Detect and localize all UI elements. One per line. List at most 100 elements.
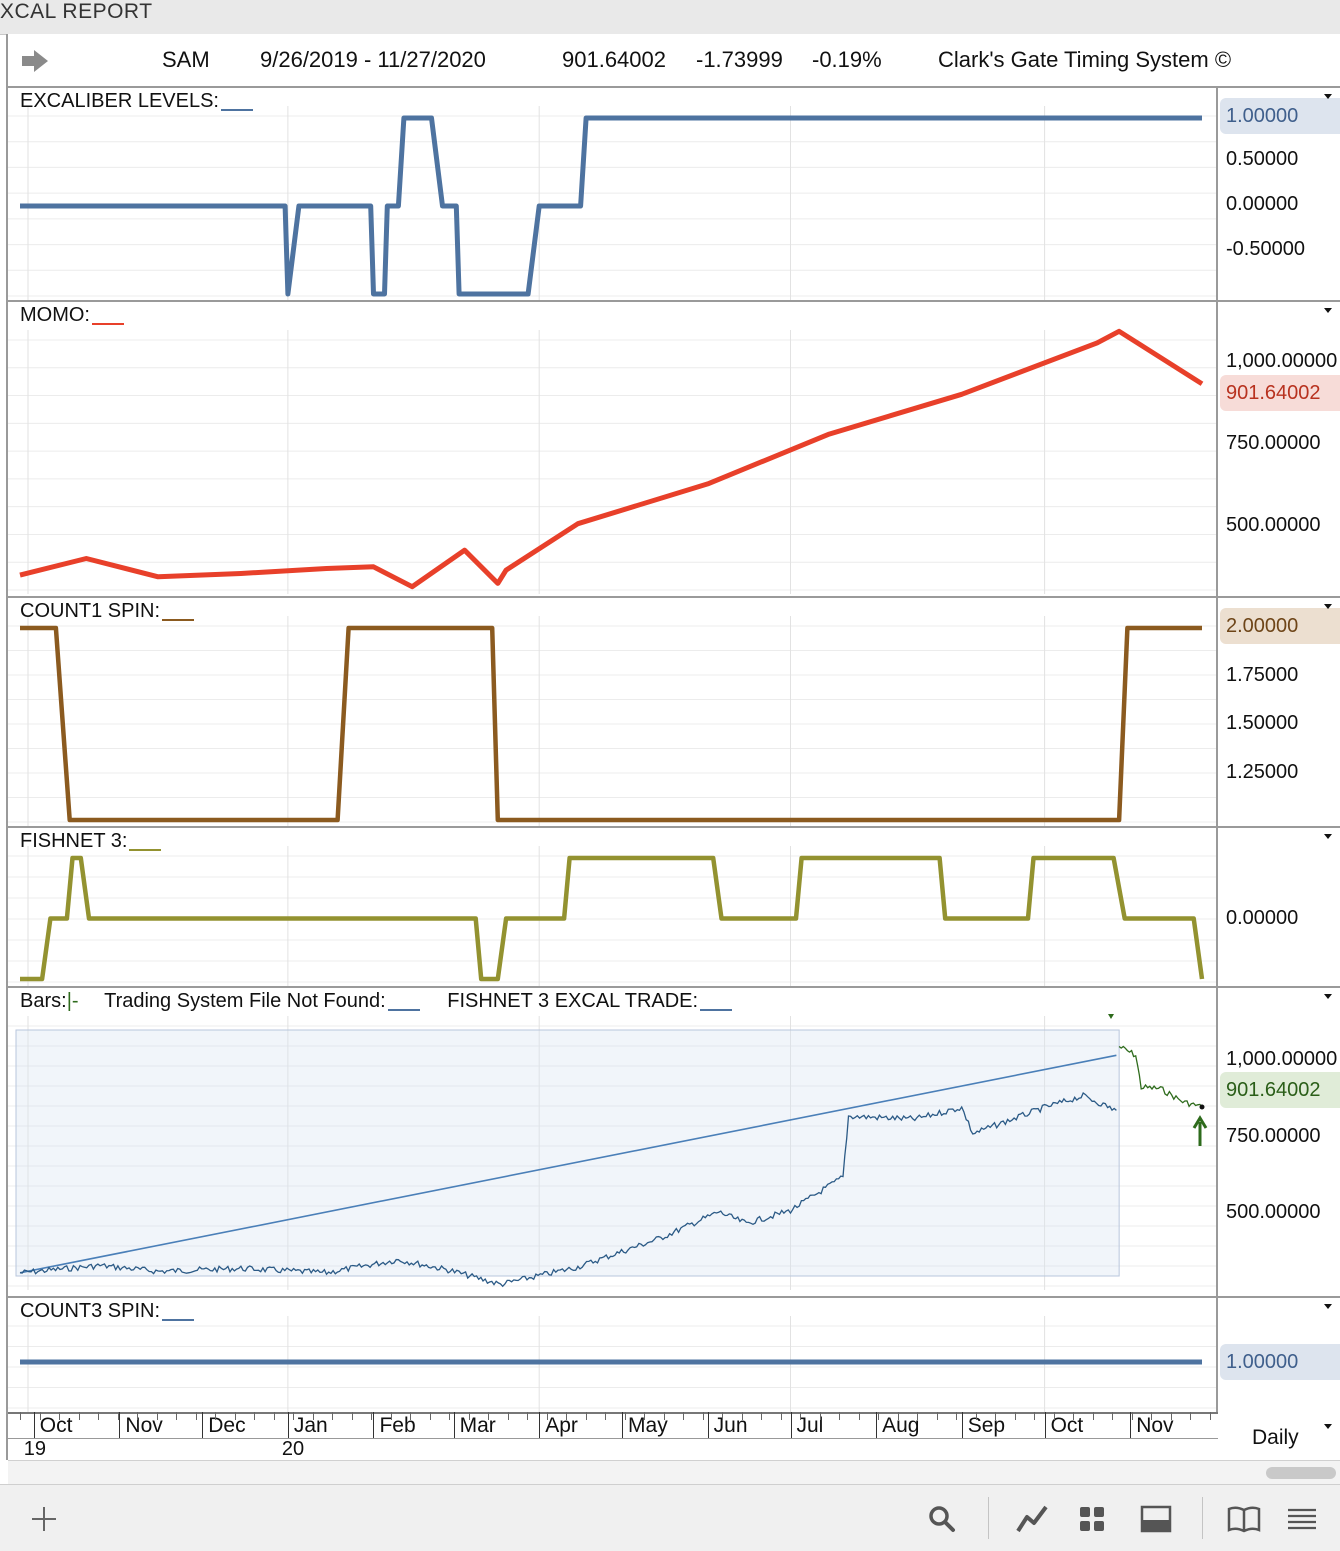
grid-icon[interactable] (1072, 1499, 1112, 1539)
panel-count1-spin[interactable]: COUNT1 SPIN: 2.00000 1.75000 1.50000 1.2… (8, 596, 1340, 828)
panel-excaliber-levels[interactable]: EXCALIBER LEVELS: 1.00000 0.50000 0.0000… (8, 86, 1340, 302)
fishnet-3-plot (8, 846, 1216, 986)
excaliber-levels-line (20, 115, 1202, 297)
x-tick (1130, 1412, 1132, 1438)
y-tick-label: 0.00000 (1226, 907, 1299, 929)
last-value-badge: 901.64002 (1220, 1072, 1340, 1108)
panel-layout-icon[interactable] (1136, 1499, 1176, 1539)
y-tick-label: 1.75000 (1226, 664, 1299, 686)
y-tick-label: 500.00000 (1226, 514, 1321, 536)
x-year-label: 20 (281, 1438, 305, 1460)
x-tick-label: Jul (796, 1414, 824, 1437)
panel-label: FISHNET 3: (20, 830, 162, 853)
x-tick (790, 1412, 792, 1438)
trade-marker (1108, 1014, 1114, 1019)
count1-spin-plot (8, 616, 1216, 826)
y-tick-label: 1.50000 (1226, 712, 1299, 734)
y-tick-label: 0.50000 (1226, 148, 1299, 170)
x-tick (539, 1412, 541, 1438)
panel-fishnet-3[interactable]: FISHNET 3: 0.00000 (8, 826, 1340, 988)
x-tick-label: Sep (967, 1414, 1006, 1437)
time-axis[interactable]: Oct Nov Dec Jan Feb Mar Apr May Jun Jul Aug Sep Oct N… (8, 1412, 1218, 1460)
panel-label: EXCALIBER LEVELS: (20, 90, 253, 113)
x-tick (119, 1412, 121, 1438)
add-icon[interactable] (24, 1499, 64, 1539)
price-change: -1.73999 (696, 47, 783, 72)
x-tick-label: Aug (882, 1414, 920, 1437)
x-tick-label: Nov (1136, 1414, 1174, 1437)
x-tick-label: Oct (1050, 1414, 1084, 1437)
x-tick-label: Nov (125, 1414, 163, 1437)
line-chart-icon[interactable] (1012, 1499, 1052, 1539)
x-tick-label: Apr (545, 1414, 578, 1437)
date-range: 9/26/2019 - 11/27/2020 (260, 47, 486, 72)
x-tick (287, 1412, 289, 1438)
x-tick (373, 1412, 375, 1438)
last-value-badge: 2.00000 (1220, 608, 1340, 644)
panel-label: COUNT3 SPIN: (20, 1300, 195, 1323)
x-year-label: 19 (23, 1438, 47, 1460)
window-title: XCAL REPORT (0, 0, 153, 23)
last-value-badge: 901.64002 (1220, 375, 1340, 411)
x-tick (707, 1412, 709, 1438)
x-tick (1044, 1412, 1046, 1438)
period-selector[interactable]: Daily (1218, 1412, 1340, 1460)
x-tick-label: May (628, 1414, 668, 1437)
price-change-pct: -0.19% (812, 47, 882, 72)
panel-menu-icon[interactable] (1324, 834, 1332, 839)
panel-menu-icon[interactable] (1324, 604, 1332, 609)
panel-momo[interactable]: MOMO: 1,000.00000 901.64002 750.00000 50… (8, 300, 1340, 598)
menu-icon[interactable] (1282, 1499, 1322, 1539)
panel-menu-icon[interactable] (1324, 94, 1332, 99)
panel-menu-icon[interactable] (1324, 308, 1332, 313)
up-arrow-icon (1192, 1115, 1208, 1146)
book-icon[interactable] (1224, 1499, 1264, 1539)
quote-header: SAM 9/26/2019 - 11/27/2020 901.64002 -1.… (8, 34, 1340, 88)
scrollbar-thumb[interactable] (1266, 1467, 1336, 1479)
bottom-toolbar (0, 1484, 1340, 1551)
x-tick (876, 1412, 878, 1438)
last-value-badge: 1.00000 (1220, 1344, 1340, 1380)
price-bars-line (19, 1092, 1117, 1288)
x-tick-label: Oct (39, 1414, 73, 1437)
x-tick (202, 1412, 204, 1438)
right-arrow-icon[interactable] (20, 48, 50, 74)
search-icon[interactable] (922, 1499, 962, 1539)
price-bars-plot (8, 1014, 1216, 1290)
panel-label: COUNT1 SPIN: (20, 600, 195, 623)
window-titlebar: XCAL REPORT (0, 0, 1340, 35)
x-tick-label: Jan (293, 1414, 328, 1437)
y-tick-label: 0.00000 (1226, 193, 1299, 215)
trend-channel-line (19, 1054, 1117, 1274)
excaliber-levels-plot (8, 106, 1216, 300)
x-tick (33, 1412, 35, 1438)
y-tick-label: -0.50000 (1226, 238, 1305, 260)
horizontal-scrollbar[interactable] (8, 1460, 1340, 1485)
price-bars-recent-line (1118, 1045, 1203, 1108)
x-tick (961, 1412, 963, 1438)
last-value-badge: 1.00000 (1220, 98, 1340, 134)
x-tick-label: Dec (208, 1414, 246, 1437)
x-tick-label: Mar (459, 1414, 496, 1437)
fishnet-3-line (20, 855, 1205, 982)
count3-spin-plot (8, 1316, 1216, 1412)
panel-label: MOMO: (20, 304, 124, 327)
panel-label: Bars:|- Trading System File Not Found: F… (20, 990, 733, 1013)
momo-plot (8, 328, 1216, 594)
y-tick-label: 750.00000 (1226, 1125, 1321, 1147)
momo-line (19, 328, 1204, 590)
y-tick-label: 1,000.00000 (1226, 1048, 1338, 1070)
y-tick-label: 750.00000 (1226, 432, 1321, 454)
panel-menu-icon[interactable] (1324, 994, 1332, 999)
period-label: Daily (1252, 1426, 1299, 1449)
last-price-dot (1199, 1104, 1205, 1110)
last-price: 901.64002 (562, 47, 666, 72)
panel-price-bars[interactable]: Bars:|- Trading System File Not Found: F… (8, 986, 1340, 1298)
panel-count3-spin[interactable]: COUNT3 SPIN: 1.00000 (8, 1296, 1340, 1412)
y-tick-label: 1.25000 (1226, 761, 1299, 783)
chart-left-border (6, 34, 8, 1460)
x-tick (622, 1412, 624, 1438)
symbol-label: SAM (162, 47, 210, 72)
count1-spin-line (20, 625, 1202, 823)
panel-menu-icon[interactable] (1324, 1304, 1332, 1309)
